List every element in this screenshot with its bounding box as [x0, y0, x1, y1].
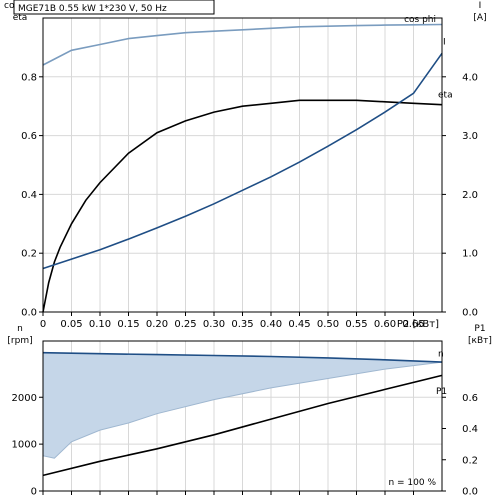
x-tick-label: 0.55 — [345, 319, 367, 330]
x-tick-label: 0.20 — [146, 319, 168, 330]
series-cos-phi-line — [42, 23, 443, 66]
upper-left-tick-label: 0.4 — [21, 190, 37, 201]
upper-right-tick-label: 1.0 — [462, 249, 478, 260]
series-label-eta: eta — [438, 90, 453, 100]
lower-right-tick-label: 0.6 — [462, 393, 478, 404]
series-label-cos-phi: cos phi — [404, 15, 436, 25]
x-tick-label: 0.05 — [60, 319, 82, 330]
upper-right-tick-label: 3.0 — [462, 131, 478, 142]
lower-right-axis-title: [кВт] — [468, 336, 492, 346]
x-tick-label: 0.65 — [402, 319, 424, 330]
speed-annotation: n = 100 % — [388, 478, 436, 488]
title-box — [13, 0, 215, 15]
x-tick-label: 0.10 — [89, 319, 111, 330]
lower-left-axis-title: [rpm] — [7, 336, 32, 346]
lower-right-tick-label: 0.4 — [462, 424, 478, 435]
x-tick-label: 0.30 — [203, 319, 225, 330]
lower-right-tick-label: 0.2 — [462, 455, 478, 466]
upper-right-axis-title: I — [479, 1, 482, 11]
upper-left-tick-label: 0.2 — [21, 249, 37, 260]
upper-right-tick-label: 0.0 — [462, 308, 478, 319]
title-box-text: MGE71B 0.55 kW 1*230 V, 50 Hz — [18, 4, 167, 14]
lower-left-tick-label: 0 — [31, 487, 37, 498]
operating-range-area — [43, 352, 442, 459]
x-tick-label: 0.25 — [174, 319, 196, 330]
x-tick-label: 0.15 — [117, 319, 139, 330]
operating-range-lower-edge — [42, 361, 443, 459]
upper-right-axis-title: [A] — [473, 13, 486, 23]
series-i-line — [42, 52, 443, 270]
series-label-n: n — [438, 349, 444, 359]
lower-right-axis-title: P1 — [474, 324, 485, 334]
x-tick-label: 0.50 — [317, 319, 339, 330]
lower-left-tick-label: 2000 — [12, 393, 37, 404]
upper-right-tick-label: 2.0 — [462, 190, 478, 201]
upper-left-tick-label: 0.0 — [21, 308, 37, 319]
lower-left-tick-label: 1000 — [12, 440, 37, 451]
x-tick-label: 0 — [40, 319, 46, 330]
upper-right-tick-label: 4.0 — [462, 72, 478, 83]
x-tick-label: 0.40 — [260, 319, 282, 330]
series-n-line — [42, 351, 443, 363]
upper-left-axis-title: eta — [13, 13, 28, 23]
upper-left-tick-label: 0.6 — [21, 131, 37, 142]
series-label-i: I — [443, 37, 446, 47]
lower-right-tick-label: 0.0 — [462, 487, 478, 498]
series-p1-line — [42, 374, 443, 477]
x-tick-label: 0.35 — [231, 319, 253, 330]
upper-left-tick-label: 0.8 — [21, 72, 37, 83]
x-axis-title: P2 [кВт] — [397, 319, 439, 330]
series-eta-line — [42, 99, 443, 313]
x-tick-label: 0.45 — [288, 319, 310, 330]
series-label-p1: P1 — [436, 387, 447, 397]
x-tick-label: 0.60 — [374, 319, 396, 330]
lower-left-axis-title: n — [17, 324, 23, 334]
